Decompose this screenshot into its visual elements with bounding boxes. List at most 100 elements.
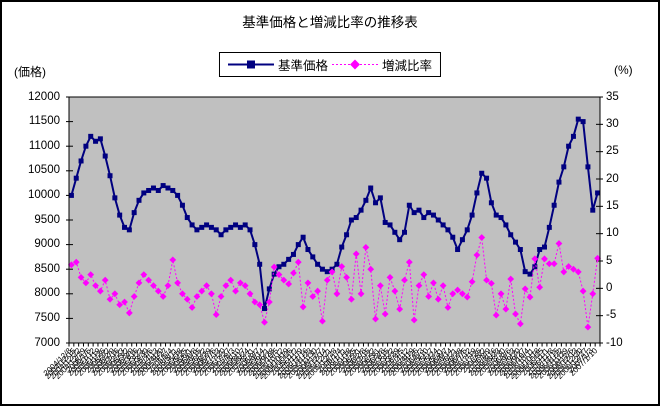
price-marker [368, 185, 374, 191]
right-axis-tick-label: 5 [606, 254, 613, 267]
left-axis-tick-label: 9000 [34, 238, 60, 251]
ratio-marker [516, 320, 524, 328]
ratio-marker [280, 276, 288, 284]
price-marker [382, 219, 388, 225]
right-axis-tick-label: -10 [606, 336, 623, 349]
price-marker [556, 179, 562, 185]
ratio-series-legend-marker [332, 59, 378, 70]
ratio-marker [159, 293, 167, 300]
price-marker [184, 215, 190, 221]
right-axis-tick-label: 30 [606, 117, 619, 130]
ratio-marker [265, 298, 273, 306]
ratio-marker [362, 243, 370, 251]
price-marker [363, 197, 369, 203]
price-marker [262, 306, 268, 312]
price-marker [566, 143, 572, 149]
price-marker [276, 264, 282, 270]
price-marker [78, 158, 84, 164]
right-axis-tick-label: 20 [606, 172, 619, 185]
ratio-marker [367, 265, 375, 273]
price-marker [411, 210, 417, 216]
price-marker [513, 239, 519, 245]
price-marker [83, 143, 89, 149]
price-marker [324, 269, 330, 275]
price-marker [537, 247, 543, 253]
price-marker [97, 136, 103, 142]
price-marker [319, 266, 325, 272]
price-marker [570, 133, 576, 139]
ratio-marker [323, 276, 331, 284]
price-marker [469, 212, 475, 218]
right-axis-tick-label: 0 [606, 281, 613, 294]
ratio-marker [386, 274, 394, 281]
ratio-marker [217, 293, 225, 300]
ratio-marker [241, 282, 249, 289]
price-marker [194, 227, 200, 233]
ratio-marker [410, 316, 418, 324]
price-marker [353, 215, 359, 221]
price-marker [344, 232, 350, 238]
price-marker [213, 227, 219, 233]
ratio-marker [483, 276, 490, 284]
left-axis-tick-label: 12000 [28, 90, 60, 103]
left-axis-tick-label: 8500 [34, 262, 60, 275]
ratio-marker [352, 250, 360, 258]
ratio-marker [357, 290, 365, 298]
price-marker [397, 237, 403, 243]
price-marker [445, 227, 451, 233]
price-marker [305, 247, 311, 253]
ratio-marker [343, 274, 350, 281]
price-marker [199, 224, 205, 230]
price-marker [281, 261, 287, 267]
price-marker [73, 175, 79, 181]
price-marker [175, 192, 181, 198]
price-marker [107, 173, 113, 179]
price-marker [435, 217, 441, 223]
ratio-marker [521, 285, 529, 293]
price-marker [228, 224, 234, 230]
ratio-marker [68, 261, 75, 269]
price-marker [233, 222, 239, 228]
ratio-marker [164, 282, 172, 289]
price-series-legend-marker [227, 59, 274, 70]
price-marker [508, 232, 514, 238]
ratio-marker [135, 279, 143, 287]
price-marker [68, 192, 74, 198]
ratio-marker [174, 279, 182, 287]
price-marker [421, 215, 427, 221]
price-marker [532, 264, 538, 270]
price-marker [155, 187, 161, 193]
left-axis-tick-label: 8000 [34, 287, 60, 300]
price-marker [590, 207, 596, 213]
ratio-marker [130, 293, 138, 300]
ratio-marker [290, 269, 297, 277]
ratio-marker [227, 276, 235, 284]
price-marker [474, 190, 480, 196]
price-marker [88, 133, 94, 139]
price-marker [189, 222, 195, 228]
price-marker [165, 185, 171, 191]
price-marker [295, 242, 301, 248]
price-marker [223, 227, 229, 233]
ratio-marker [203, 282, 210, 289]
ratio-marker [116, 301, 124, 309]
price-marker [551, 202, 557, 208]
price-marker [290, 251, 296, 257]
ratio-marker [328, 268, 336, 276]
price-marker [237, 224, 243, 230]
ratio-marker [430, 279, 437, 287]
ratio-series [68, 234, 601, 331]
price-marker [517, 247, 523, 253]
left-axis-tick-label: 7500 [34, 311, 60, 324]
ratio-marker [319, 317, 326, 325]
price-marker [93, 138, 99, 144]
ratio-marker [555, 240, 563, 247]
ratio-marker [487, 280, 495, 287]
ratio-marker [270, 263, 278, 271]
price-marker [150, 185, 156, 191]
price-marker [102, 153, 108, 159]
plot-background [69, 97, 600, 343]
right-axis-tick-label: 15 [606, 199, 619, 212]
